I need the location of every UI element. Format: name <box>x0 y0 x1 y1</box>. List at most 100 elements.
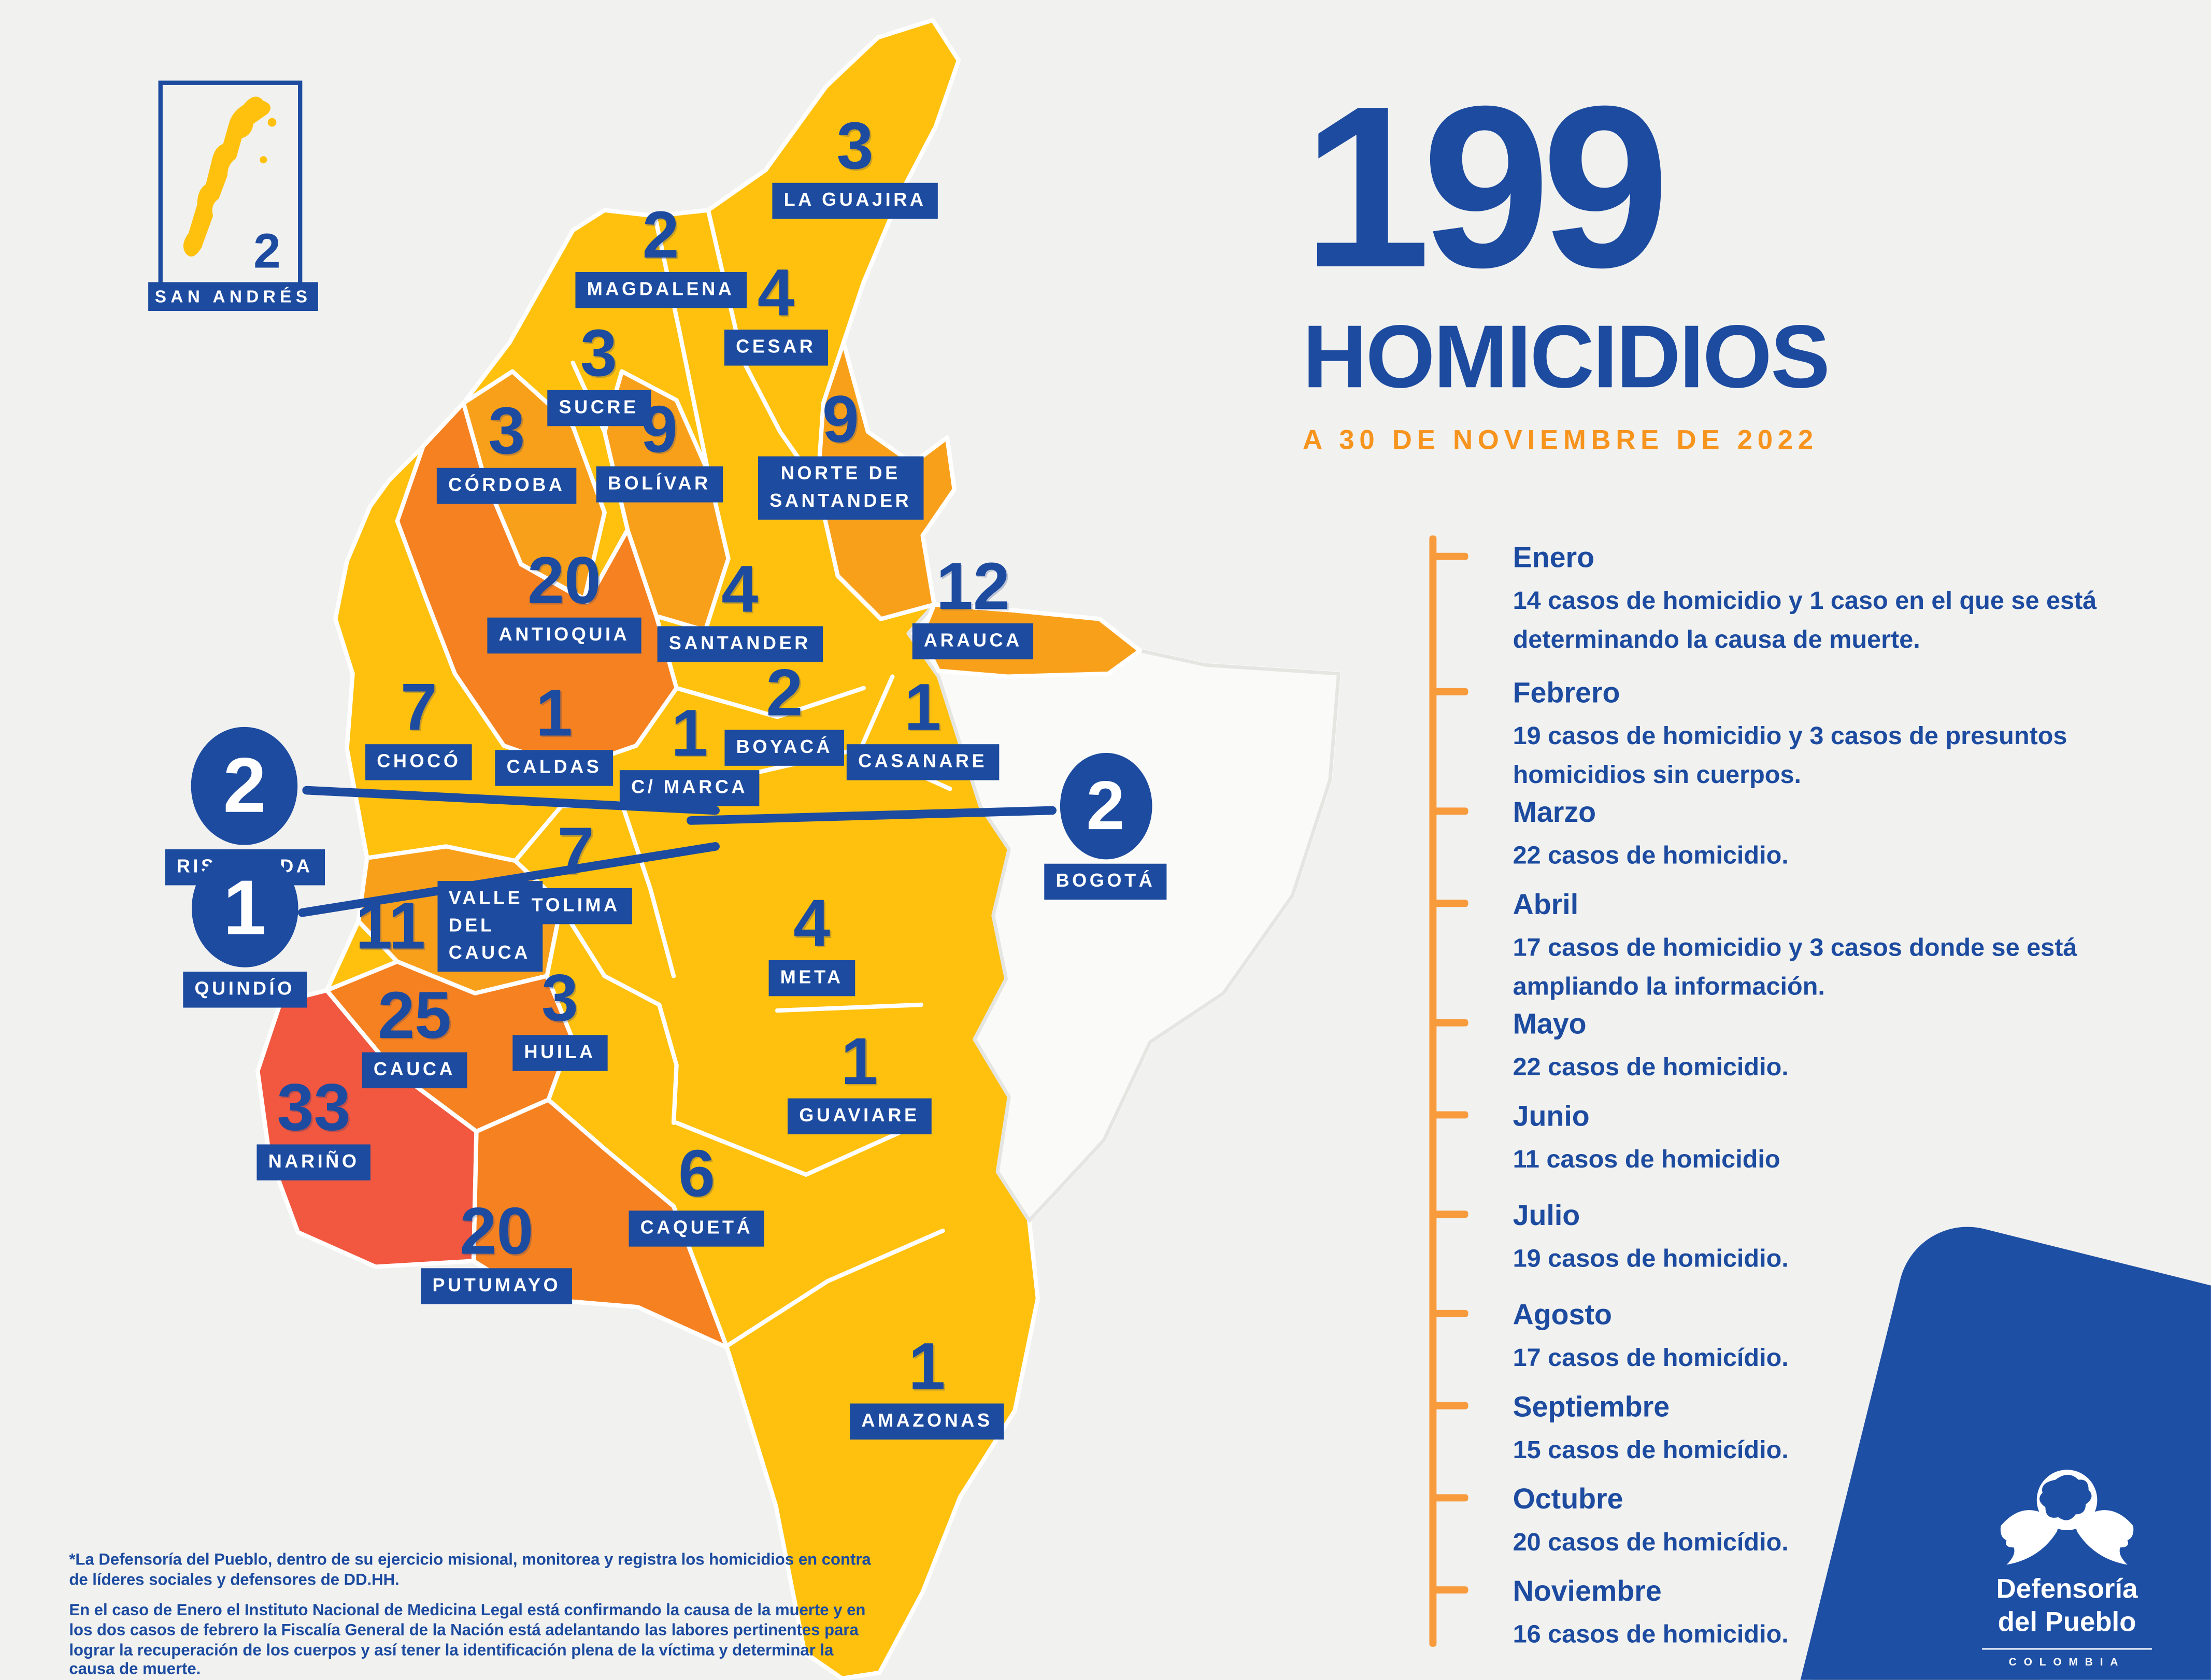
dept-label: CALDAS <box>495 750 614 786</box>
logo-line-1: Defensoría <box>1996 1575 2138 1606</box>
dept-label: META <box>768 960 855 996</box>
month-description: 16 casos de homicidio. <box>1513 1619 1789 1648</box>
month-name: Junio <box>1513 1101 1590 1133</box>
timeline-item-octubre: Octubre 20 casos de homicídio. <box>1429 1483 2190 1562</box>
map-badge-sucre: 3 SUCRE <box>547 320 650 426</box>
dept-value: 4 <box>793 885 831 960</box>
map-badge-santander: 4 SANTANDER <box>657 551 823 662</box>
dept-value: 1 <box>840 1023 878 1099</box>
timeline-item-junio: Junio 11 casos de homicidio <box>1429 1100 2190 1179</box>
month-description: 17 casos de homicídio. <box>1513 1343 1789 1372</box>
inset-label: SAN ANDRÉS <box>148 282 318 311</box>
dept-value: 6 <box>678 1135 716 1211</box>
san-andres-inset: 2 SAN ANDRÉS <box>148 80 318 311</box>
month-name: Agosto <box>1513 1300 1612 1332</box>
dept-value: 2 <box>1059 752 1152 860</box>
month-description: 19 casos de homicidio y 3 casos de presu… <box>1513 721 2067 789</box>
month-description: 19 casos de homicidio. <box>1513 1244 1789 1273</box>
dept-label: SANTANDER <box>657 626 823 662</box>
dept-label: C/ MARCA <box>619 770 760 806</box>
dept-label: CASANARE <box>846 744 999 780</box>
timeline-item-noviembre: Noviembre 16 casos de homicidio. <box>1429 1575 2190 1654</box>
timeline-item-marzo: Marzo 22 casos de homicidio. <box>1429 796 2190 875</box>
dept-value: 2 <box>766 654 803 730</box>
header: 199 HOMICIDIOS A 30 DE NOVIEMBRE DE 2022 <box>1302 58 1830 458</box>
dept-value: 3 <box>836 108 874 183</box>
footnote-paragraph-2: En el caso de Enero el Instituto Naciona… <box>69 1602 866 1679</box>
dept-label: NORTE DE SANTANDER <box>758 456 923 519</box>
map-badge-guaviare: 1 GUAVIARE <box>787 1023 931 1134</box>
map-badge-cesar: 4 CESAR <box>724 254 828 366</box>
map-badge-huila: 3 HUILA <box>512 964 607 1071</box>
month-name: Mayo <box>1513 1009 1587 1041</box>
dept-value: 2 <box>642 197 679 273</box>
month-description: 20 casos de homicídio. <box>1513 1527 1789 1556</box>
map-badge-quindio: 1 QUINDÍO <box>183 849 307 1008</box>
dept-value: 3 <box>541 960 579 1035</box>
map-badge-tolima: 7 TOLIMA <box>520 818 632 924</box>
dept-label: CESAR <box>724 330 828 366</box>
dept-value: 11 <box>355 888 426 964</box>
dept-label: LA GUAJIRA <box>772 182 938 219</box>
logo-line-3: COLOMBIA <box>2008 1655 2126 1669</box>
dept-label: MAGDALENA <box>575 272 746 308</box>
month-name: Abril <box>1513 889 1579 921</box>
timeline-item-enero: Enero 14 casos de homicidio y 1 caso en e… <box>1429 541 2190 659</box>
dept-value: 7 <box>400 669 437 745</box>
dept-label: CAUCA <box>362 1052 467 1088</box>
month-name: Noviembre <box>1513 1576 1662 1608</box>
month-name: Febrero <box>1513 678 1620 710</box>
dept-label: GUAVIARE <box>787 1098 931 1134</box>
map-badge-caqueta: 6 CAQUETÁ <box>629 1135 765 1247</box>
month-description: 15 casos de homicídio. <box>1513 1435 1789 1464</box>
dept-label: PUTUMAYO <box>421 1268 573 1304</box>
map-badge-bogota: 2 BOGOTÁ <box>1044 752 1167 900</box>
timeline-item-abril: Abril 17 casos de homicidio y 3 casos don… <box>1429 888 2190 1006</box>
dept-label: QUINDÍO <box>183 972 307 1008</box>
total-number: 199 <box>1302 58 1670 316</box>
map-badge-magdalena: 2 MAGDALENA <box>575 202 746 308</box>
dept-value: 9 <box>640 391 678 467</box>
month-name: Octubre <box>1513 1484 1623 1516</box>
map-badge-antioquia: 20 ANTIOQUIA <box>487 547 641 653</box>
month-description: 17 casos de homicidio y 3 casos donde se… <box>1513 933 2077 1001</box>
dept-label: HUILA <box>512 1035 607 1071</box>
dept-value: 4 <box>757 254 794 330</box>
dept-value: 3 <box>488 393 525 468</box>
map-badge-boyaca: 2 BOYACÁ <box>724 654 845 766</box>
dept-value: 20 <box>460 1193 534 1269</box>
dept-label: TOLIMA <box>520 888 632 924</box>
timeline-item-agosto: Agosto 17 casos de homicídio. <box>1429 1299 2190 1378</box>
map-badge-norte-de-santander: 9 NORTE DE SANTANDER <box>758 386 923 519</box>
map-badge-valle-del-cauca: 11 VALLE DEL CAUCA <box>355 881 543 971</box>
map-badge-la-guajira: 3 LA GUAJIRA <box>772 108 938 219</box>
san-andres-island-icon <box>183 96 277 257</box>
dept-value: 3 <box>580 315 618 390</box>
dept-value: 1 <box>671 695 708 771</box>
dept-value: 4 <box>721 551 759 627</box>
map-badge-cordoba: 3 CÓRDOBA <box>436 393 577 504</box>
dept-value: 9 <box>822 381 859 457</box>
dept-value: 1 <box>908 1329 946 1404</box>
dept-label: ARAUCA <box>912 623 1034 659</box>
dept-value: 12 <box>936 548 1010 623</box>
subtitle-date: A 30 DE NOVIEMBRE DE 2022 <box>1302 426 1818 457</box>
dept-value: 1 <box>535 675 573 750</box>
dept-value: 7 <box>557 813 594 888</box>
month-description: 22 casos de homicidio. <box>1513 841 1789 870</box>
dept-label: BOYACÁ <box>724 730 845 766</box>
map-region-no-data <box>906 603 1340 1223</box>
map-badge-arauca: 12 ARAUCA <box>912 553 1034 659</box>
map-badge-bolivar: 9 BOLÍVAR <box>596 391 722 503</box>
logo-divider <box>1982 1648 2152 1650</box>
dept-value: 25 <box>377 977 452 1052</box>
dept-label: SUCRE <box>547 390 650 426</box>
month-name: Septiembre <box>1513 1392 1670 1424</box>
dept-value: 1 <box>191 849 298 967</box>
dept-label: VALLE DEL CAUCA <box>437 881 543 971</box>
timeline-spine <box>1429 535 1437 1647</box>
dept-label: CHOCÓ <box>365 744 473 780</box>
map-badge-cauca: 25 CAUCA <box>362 982 467 1088</box>
timeline-item-mayo: Mayo 22 casos de homicidio. <box>1429 1008 2190 1087</box>
dept-label: AMAZONAS <box>850 1403 1004 1440</box>
